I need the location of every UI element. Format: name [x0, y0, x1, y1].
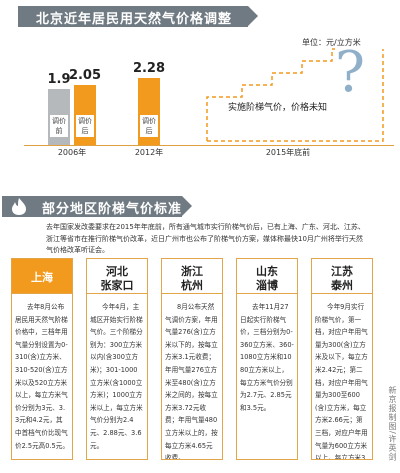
x-tick-label: 2012年 [134, 148, 164, 157]
city-card: 河北 张家口今年4月，主城区开始实行阶梯气价。三个阶梯分别为：300立方米以内(含… [86, 258, 148, 460]
city-card-header: 河北 张家口 [87, 259, 147, 294]
x-axis [24, 145, 394, 146]
city-description: 今年9月实行阶梯气价，第一档，对应户年用气量为300(含)立方米及以下，每立方米… [315, 303, 368, 460]
city-subname: 杭州 [181, 279, 203, 292]
unit-label: 单位：元/立方米 [302, 38, 361, 47]
city-card: 上海去年8月公布居民用天然气阶梯价格中，三档年用气量分别设置为0-310(含)立… [11, 258, 73, 460]
section-header-price-history: 北京近年居民用天然气价格调整 [18, 6, 258, 27]
city-card-header: 山东 淄博 [237, 259, 297, 294]
city-card-header: 江苏 泰州 [312, 259, 372, 294]
bar-value: 2.28 [132, 60, 166, 76]
city-subname: 泰州 [331, 279, 353, 292]
city-name: 浙江 [181, 265, 203, 278]
bar-label: 调价后 [76, 114, 94, 137]
bar-label: 调价后 [140, 114, 158, 137]
bar: 调价后 [138, 77, 160, 145]
city-description: 去年11月27日起实行阶梯气价，三档分别为0-360立方米、360-1080立方… [240, 303, 294, 412]
x-tick-label: 2015年底前 [265, 148, 311, 157]
bar-value: 1.9 [47, 72, 71, 88]
city-subname: 张家口 [100, 279, 134, 292]
city-card: 浙江 杭州 8月公布天然气调价方案，年用气量276(含)立方米以下的，按每立方米3.… [161, 258, 223, 460]
x-tick-label: 2006年 [57, 148, 87, 157]
bar-value: 2.05 [68, 67, 102, 83]
city-description: 今年4月，主城区开始实行阶梯气价。三个阶梯分别为：300立方米以内(含300立方… [90, 303, 143, 450]
bar: 调价后 [74, 84, 96, 145]
city-card: 江苏 泰州今年9月实行阶梯气价，第一档，对应户年用气量为300(含)立方米及以下，… [311, 258, 373, 460]
city-description: 去年8月公布居民用天然气阶梯价格中，三档年用气量分别设置为0-310(含)立方米… [15, 303, 69, 450]
question-mark-icon: ? [335, 40, 366, 105]
bar-label: 调价前 [50, 114, 68, 137]
bar: 调价前 [48, 89, 70, 145]
city-card: 山东 淄博去年11月27日起实行阶梯气价，三档分别为0-360立方米、360-10… [236, 258, 298, 460]
flame-icon [12, 198, 26, 215]
city-description: 8月公布天然气调价方案，年用气量276(含)立方米以下的，按每立方米3.1元收费… [165, 303, 218, 460]
city-name: 上海 [31, 271, 53, 284]
city-card-header: 上海 [12, 259, 72, 294]
intro-paragraph: 去年国家发改委要求在2015年年底前，所有通气城市实行阶梯气价后，已有上海、广东… [46, 223, 365, 254]
credit-line: 新京报制图/许英剑 [388, 386, 397, 462]
section-title: 部分地区阶梯气价标准 [42, 202, 183, 217]
city-subname: 淄博 [256, 279, 278, 292]
future-note: 实施阶梯气价，价格未知 [228, 103, 328, 113]
stairs-decoration [206, 48, 384, 142]
city-name: 河北 [106, 265, 128, 278]
section-header-regions: 部分地区阶梯气价标准 [2, 196, 192, 217]
city-card-header: 浙江 杭州 [162, 259, 222, 294]
city-name: 江苏 [331, 265, 353, 278]
section-title: 北京近年居民用天然气价格调整 [36, 12, 233, 27]
city-name: 山东 [256, 265, 278, 278]
